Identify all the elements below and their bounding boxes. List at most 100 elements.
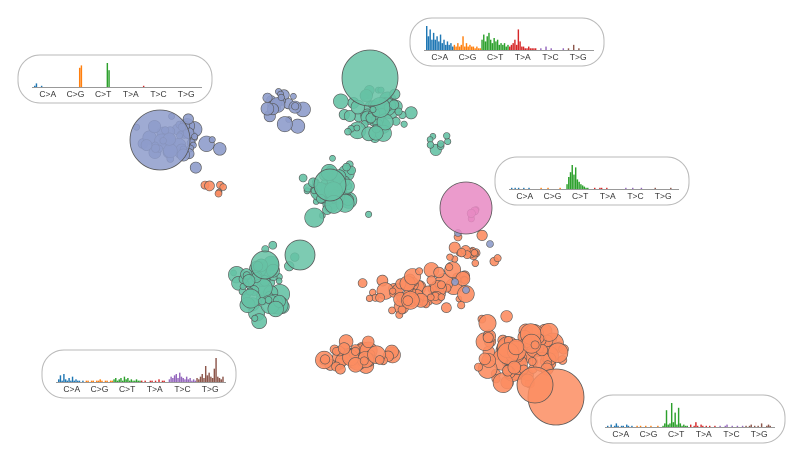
sig-top-right-bar-3-1 [510, 44, 513, 50]
scatter-bubble-217 [268, 240, 278, 250]
scatter-bubble-393 [482, 332, 494, 343]
sig-top-right-tick-2: C>T [487, 52, 503, 62]
sig-bottom-left-bar-2-6 [123, 376, 126, 382]
sig-mid-right-bar-2-2 [569, 172, 572, 189]
sig-mid-right-bar-5-12 [670, 187, 672, 189]
sig-mid-right-tick-5: T>G [655, 191, 672, 201]
sig-top-right-bar-3-6 [519, 41, 521, 50]
scatter-bubble-255 [457, 301, 466, 310]
scatter-bubble-52 [213, 142, 227, 156]
sig-bottom-right-tick-5: T>G [751, 429, 768, 439]
scatter-bubble-235 [242, 274, 256, 288]
sig-bottom-left-bar-4-10 [185, 376, 188, 382]
sig-top-right-bar-3-4 [515, 44, 518, 50]
sig-bottom-right-bar-5-12 [766, 425, 768, 427]
sig-top-right-bar-1-5 [462, 36, 464, 50]
sig-bottom-left-bar-0-11 [77, 380, 79, 382]
scatter-bubble-313 [357, 278, 368, 288]
scatter-bubble-412 [527, 357, 537, 366]
scatter-bubble-112 [333, 93, 349, 110]
sig-bottom-right-bar-5-7 [757, 425, 759, 427]
scatter-bubble-80 [404, 106, 418, 120]
scatter-bubble-77 [400, 120, 408, 128]
sig-bottom-right-tick-0: C>A [612, 429, 629, 439]
sig-top-right-bar-0-6 [436, 36, 438, 50]
sig-top-right-bar-3-3 [514, 39, 516, 50]
sig-mid-right-bar-4-2 [625, 187, 627, 189]
sig-bottom-right-bar-3-14 [714, 425, 716, 427]
sig-top-right-bar-2-9 [496, 39, 499, 50]
scatter-bubble-490 [486, 240, 494, 248]
sig-top-right-tick-0: C>A [431, 52, 448, 62]
sig-bottom-right-bar-0-2 [610, 424, 612, 427]
sig-bottom-right-bar-0-12 [627, 425, 630, 427]
scatter-bubble-265 [441, 302, 452, 314]
sig-top-right-bar-1-2 [457, 43, 459, 50]
sig-bottom-right-bar-3-7 [702, 425, 704, 427]
sig-mid-right-bar-0-2 [514, 187, 516, 189]
sig-mid-right-tick-2: C>T [572, 191, 588, 201]
sig-top-left-tick-3: T>A [123, 89, 139, 99]
scatter-bubble-324 [427, 293, 435, 301]
sig-top-right-bar-0-0 [426, 26, 428, 50]
scatter-bubble-174 [304, 207, 325, 228]
sig-bottom-left-bar-2-15 [139, 380, 141, 382]
sig-top-right-bar-4-8 [550, 48, 552, 50]
sig-mid-right-bar-2-12 [587, 187, 589, 189]
scatter-bubble-279 [388, 306, 396, 315]
sig-mid-right-bar-2-6 [576, 179, 579, 189]
sig-top-right-bar-1-8 [467, 46, 469, 50]
sig-mid-right-bar-0-7 [523, 187, 525, 189]
sig-bottom-left-bar-4-11 [187, 379, 190, 382]
sig-top-left-tick-2: C>T [95, 89, 111, 99]
scatter-bubble-470 [448, 241, 461, 254]
sig-bottom-left-bar-3-12 [161, 380, 164, 382]
sig-top-left-tick-4: T>C [150, 89, 166, 99]
sig-bottom-right-bar-2-13 [684, 425, 687, 427]
sig-bottom-right-bar-2-3 [667, 424, 669, 427]
large-bubble-7 [250, 250, 280, 280]
sig-top-right-bar-0-12 [446, 41, 449, 50]
sig-bottom-left-tick-1: C>G [91, 384, 109, 394]
sig-bottom-left-bar-5-7 [208, 372, 210, 382]
sig-bottom-left-bar-1-14 [109, 380, 112, 382]
sig-top-right-bar-1-1 [455, 46, 457, 50]
scatter-bubble-245 [257, 297, 266, 306]
sig-bottom-left-bar-2-10 [130, 379, 133, 382]
sig-top-right-bar-2-0 [481, 39, 483, 50]
sig-bottom-left-bar-2-13 [135, 379, 138, 382]
sig-bottom-right-bar-5-0 [745, 425, 747, 427]
scatter-bubble-402 [474, 362, 483, 372]
scatter-bubble-323 [402, 295, 413, 306]
sig-bottom-right-bar-0-14 [631, 425, 633, 427]
sig-mid-right-bar-2-4 [573, 174, 575, 189]
sig-mid-right-tick-3: T>A [600, 191, 616, 201]
sig-bottom-right-bar-2-14 [686, 425, 688, 427]
scatter-bubble-244 [275, 277, 283, 285]
sig-bottom-left-bar-1-12 [106, 380, 108, 382]
sig-bottom-left-bar-0-10 [75, 379, 77, 382]
scatter-bubble-42 [189, 161, 202, 174]
scatter-bubble-319 [415, 267, 424, 276]
scatter-bubble-447 [335, 363, 346, 375]
sig-bottom-left-bar-4-1 [170, 376, 172, 382]
scatter-bubble-162 [329, 155, 336, 162]
signature-insets-layer: C>A C>G C>T T>A T>C T>GC>A C>G C>T T>A T>C T>GC>A C… [17, 17, 786, 444]
sig-bottom-left-bar-2-2 [116, 380, 119, 382]
sig-bottom-left-tick-3: T>A [147, 384, 163, 394]
scatter-bubble-59 [290, 93, 297, 100]
sig-bottom-right-bar-3-3 [695, 422, 697, 427]
sig-top-right-bar-1-10 [470, 46, 473, 50]
sig-bottom-left-bar-0-1 [59, 375, 62, 382]
sig-bottom-left-bar-2-4 [120, 378, 122, 382]
sig-bottom-left-bar-3-0 [141, 380, 143, 382]
sig-bottom-left-bar-0-5 [66, 380, 69, 382]
sig-bottom-left-bar-5-8 [210, 376, 212, 382]
sig-top-right-tick-3: T>A [515, 52, 531, 62]
large-bubble-6 [284, 239, 316, 271]
sig-bottom-left-tick-0: C>A [63, 384, 80, 394]
sig-top-right-bar-1-4 [460, 44, 463, 50]
sig-top-left-bar-0-0 [34, 85, 36, 87]
sig-bottom-right-bar-2-10 [679, 423, 682, 427]
sig-bottom-right-bar-3-9 [705, 425, 707, 427]
